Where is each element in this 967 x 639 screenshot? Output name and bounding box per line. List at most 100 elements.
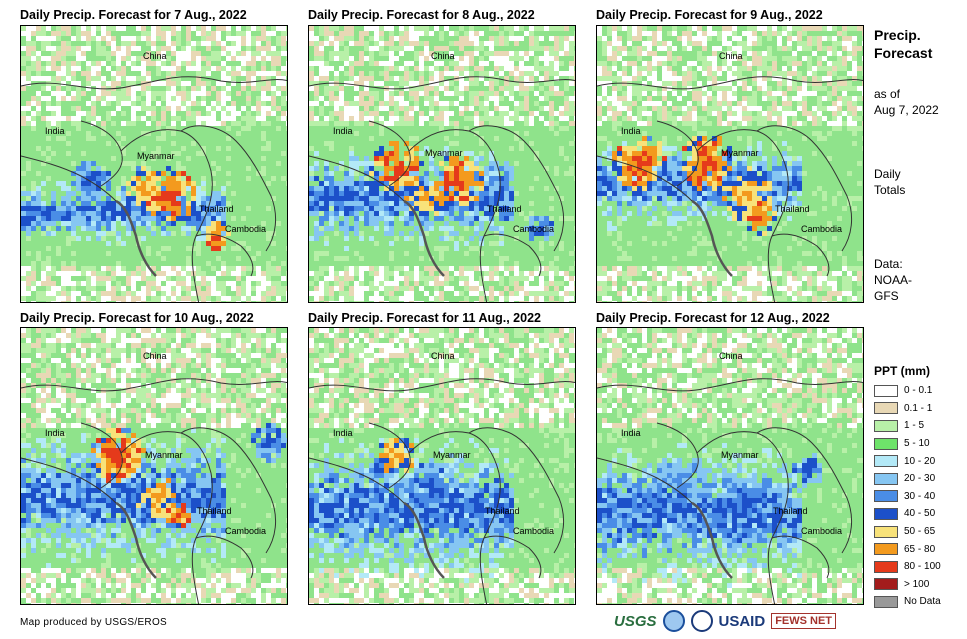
fews-net-logo: FEWS NET [771, 613, 837, 629]
legend-swatch [874, 455, 898, 468]
forecast-map-4: China India Myanmar Thailand Cambodia [20, 327, 288, 605]
legend-swatch [874, 384, 898, 397]
label-india: India [621, 126, 641, 136]
label-cambodia: Cambodia [225, 224, 267, 234]
data-line3: GFS [874, 289, 899, 303]
label-china: China [431, 351, 455, 361]
legend-item: 0.1 - 1 [874, 400, 941, 418]
panel-title-4: Daily Precip. Forecast for 10 Aug., 2022 [20, 311, 254, 325]
legend-item: 40 - 50 [874, 505, 941, 523]
legend-swatch [874, 419, 898, 432]
data-line2: NOAA- [874, 273, 913, 287]
legend-label: 5 - 10 [904, 438, 930, 450]
legend: 0 - 0.1 0.1 - 1 1 - 5 5 - 10 10 - 20 20 - 30 3… [874, 382, 941, 611]
label-india: India [333, 428, 353, 438]
sidebar-daily-totals: Daily Totals [874, 166, 905, 198]
legend-item: 30 - 40 [874, 488, 941, 506]
forecast-map-2: China India Myanmar Thailand Cambodia [308, 25, 576, 303]
legend-swatch [874, 560, 898, 573]
legend-item: 65 - 80 [874, 540, 941, 558]
legend-label: 1 - 5 [904, 420, 925, 432]
legend-swatch [874, 578, 898, 591]
legend-swatch [874, 472, 898, 485]
label-cambodia: Cambodia [801, 526, 843, 536]
legend-swatch [874, 507, 898, 520]
label-cambodia: Cambodia [801, 224, 843, 234]
label-india: India [333, 126, 353, 136]
label-myanmar: Myanmar [721, 148, 759, 158]
label-china: China [719, 51, 743, 61]
label-cambodia: Cambodia [513, 224, 555, 234]
legend-label: 10 - 20 [904, 455, 936, 467]
forecast-map-1: China India Myanmar Thailand Cambodia [20, 25, 288, 303]
as-of-line2: Aug 7, 2022 [874, 103, 939, 117]
legend-item: 0 - 0.1 [874, 382, 941, 400]
precip-raster [309, 26, 575, 302]
precip-raster [597, 26, 863, 302]
legend-swatch [874, 490, 898, 503]
label-india: India [621, 428, 641, 438]
label-india: India [45, 428, 65, 438]
noaa-logo-icon [662, 610, 685, 632]
label-myanmar: Myanmar [425, 148, 463, 158]
label-thailand: Thailand [485, 506, 520, 516]
usgs-logo: USGS [614, 612, 657, 630]
legend-item: 10 - 20 [874, 452, 941, 470]
sidebar-title: Precip. Forecast [874, 26, 932, 62]
legend-item: > 100 [874, 576, 941, 594]
legend-label: 80 - 100 [904, 561, 941, 573]
legend-swatch [874, 543, 898, 556]
precip-raster [21, 26, 287, 302]
label-china: China [719, 351, 743, 361]
legend-label: 30 - 40 [904, 490, 936, 502]
legend-label: 20 - 30 [904, 473, 936, 485]
panel-title-2: Daily Precip. Forecast for 8 Aug., 2022 [308, 8, 535, 22]
forecast-map-5: China India Myanmar Thailand Cambodia [308, 327, 576, 605]
label-thailand: Thailand [487, 204, 522, 214]
logo-strip: USGS USAID FEWS NET [614, 607, 837, 635]
forecast-map-6: China India Myanmar Thailand Cambodia [596, 327, 864, 605]
as-of-line1: as of [874, 87, 901, 101]
legend-label: 40 - 50 [904, 508, 936, 520]
panel-title-6: Daily Precip. Forecast for 12 Aug., 2022 [596, 311, 830, 325]
legend-label: 50 - 65 [904, 526, 936, 538]
legend-label: 0.1 - 1 [904, 402, 933, 414]
sidebar-title-line2: Forecast [874, 45, 933, 61]
legend-swatch [874, 525, 898, 538]
label-thailand: Thailand [197, 506, 232, 516]
legend-label: > 100 [904, 578, 930, 590]
label-myanmar: Myanmar [145, 450, 183, 460]
precip-raster [21, 328, 287, 604]
label-myanmar: Myanmar [137, 151, 175, 161]
legend-label: No Data [904, 596, 941, 608]
legend-item: 50 - 65 [874, 523, 941, 541]
legend-swatch [874, 402, 898, 415]
legend-item: No Data [874, 593, 941, 611]
map-credit: Map produced by USGS/EROS [20, 617, 168, 628]
label-china: China [143, 351, 167, 361]
panel-title-5: Daily Precip. Forecast for 11 Aug., 2022 [308, 311, 541, 325]
sidebar-data-source: Data: NOAA- GFS [874, 256, 912, 304]
data-line1: Data: [874, 257, 903, 271]
totals-line2: Totals [874, 183, 906, 197]
usaid-seal-icon [690, 610, 713, 632]
label-cambodia: Cambodia [225, 526, 267, 536]
label-china: China [431, 51, 455, 61]
legend-label: 65 - 80 [904, 543, 936, 555]
sidebar-as-of: as of Aug 7, 2022 [874, 86, 939, 118]
label-thailand: Thailand [199, 204, 234, 214]
label-india: India [45, 126, 65, 136]
panel-title-1: Daily Precip. Forecast for 7 Aug., 2022 [20, 8, 247, 22]
label-thailand: Thailand [775, 204, 810, 214]
label-thailand: Thailand [773, 506, 808, 516]
legend-swatch [874, 595, 898, 608]
legend-label: 0 - 0.1 [904, 385, 933, 397]
legend-item: 1 - 5 [874, 417, 941, 435]
precip-raster [309, 328, 575, 604]
legend-item: 80 - 100 [874, 558, 941, 576]
label-myanmar: Myanmar [721, 450, 759, 460]
legend-title: PPT (mm) [874, 364, 931, 378]
totals-line1: Daily [874, 167, 901, 181]
usaid-logo: USAID [718, 612, 766, 630]
label-cambodia: Cambodia [513, 526, 555, 536]
